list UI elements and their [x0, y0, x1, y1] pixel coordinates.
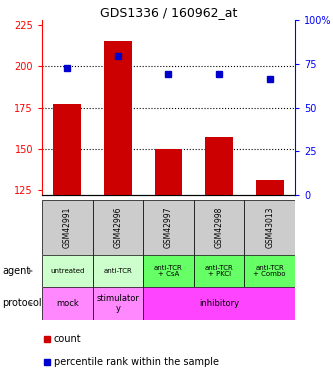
- FancyBboxPatch shape: [143, 255, 194, 287]
- Bar: [256, 180, 284, 195]
- Title: GDS1336 / 160962_at: GDS1336 / 160962_at: [100, 6, 237, 19]
- Bar: [104, 42, 132, 195]
- Bar: [44, 360, 50, 366]
- Text: agent: agent: [2, 266, 30, 276]
- Text: GSM43013: GSM43013: [265, 207, 274, 248]
- FancyBboxPatch shape: [143, 287, 295, 320]
- FancyBboxPatch shape: [244, 200, 295, 255]
- Text: anti-TCR
+ PKCi: anti-TCR + PKCi: [205, 264, 233, 278]
- FancyBboxPatch shape: [93, 255, 143, 287]
- Text: anti-TCR
+ Combo: anti-TCR + Combo: [253, 264, 286, 278]
- Bar: [53, 104, 81, 195]
- Text: GSM42997: GSM42997: [164, 207, 173, 248]
- FancyBboxPatch shape: [244, 255, 295, 287]
- Text: GSM42998: GSM42998: [214, 207, 223, 248]
- Text: protocol: protocol: [2, 298, 42, 309]
- Text: stimulator
y: stimulator y: [97, 294, 139, 313]
- Bar: [205, 137, 233, 195]
- Text: inhibitory: inhibitory: [199, 299, 239, 308]
- FancyBboxPatch shape: [194, 255, 244, 287]
- Text: count: count: [54, 334, 82, 344]
- Text: GSM42996: GSM42996: [114, 207, 123, 248]
- FancyBboxPatch shape: [143, 200, 194, 255]
- Bar: [155, 149, 182, 195]
- FancyBboxPatch shape: [42, 287, 93, 320]
- Text: untreated: untreated: [50, 268, 85, 274]
- Text: anti-TCR
+ CsA: anti-TCR + CsA: [154, 264, 183, 278]
- FancyBboxPatch shape: [194, 200, 244, 255]
- FancyBboxPatch shape: [42, 255, 93, 287]
- FancyBboxPatch shape: [93, 200, 143, 255]
- FancyBboxPatch shape: [93, 287, 143, 320]
- Text: percentile rank within the sample: percentile rank within the sample: [54, 357, 219, 368]
- Text: mock: mock: [56, 299, 79, 308]
- Text: GSM42991: GSM42991: [63, 207, 72, 248]
- Text: anti-TCR: anti-TCR: [104, 268, 132, 274]
- FancyBboxPatch shape: [42, 200, 93, 255]
- Bar: [44, 336, 50, 342]
